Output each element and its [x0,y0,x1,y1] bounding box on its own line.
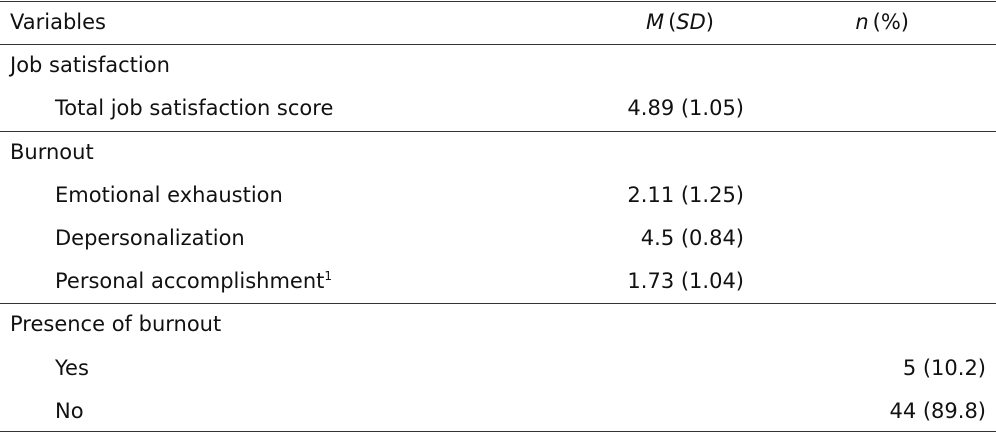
table-rule [0,431,996,432]
table-row: Job satisfaction [0,44,996,87]
header-part: ( [668,10,677,34]
mean-sd: 4.5 (0.84) [640,226,744,250]
footnote-mark: 1 [324,269,333,284]
header-part: ) [705,10,714,34]
section-title: Burnout [10,139,94,164]
table-row: Burnout [0,131,996,174]
header-cell: Variables [10,10,106,34]
header-part: M [645,10,665,34]
section-title: Job satisfaction [10,53,170,78]
row-label: Emotional exhaustion [55,182,283,207]
table-rule [0,44,996,46]
header-cell: M (SD) [646,1,714,44]
table-row: Total job satisfaction score 4.89 (1.05) [0,87,996,130]
header-part: (%) [872,10,909,34]
table-row: No 44 (89.8) [0,390,996,433]
header-part: SD [676,10,706,34]
row-label: No [55,398,84,423]
table-row: Variables M (SD) n (%) [0,1,996,44]
table-rule [0,1,996,2]
n-pct: 44 (89.8) [889,398,986,423]
mean-sd: 1.73 (1.04) [627,269,744,294]
table-row: Depersonalization 4.5 (0.84) [0,217,996,260]
header-part: n [855,10,869,34]
section-title: Presence of burnout [10,312,222,337]
mean-sd: 4.89 (1.05) [627,96,744,121]
table-rule [0,303,996,305]
header-cell: n (%) [855,1,909,44]
row-label: Personal accomplishment1 [55,269,333,294]
table-row: Emotional exhaustion 2.11 (1.25) [0,174,996,217]
n-pct: 5 (10.2) [902,355,986,380]
table-row: Personal accomplishment1 1.73 (1.04) [0,260,996,303]
table-row: Yes 5 (10.2) [0,347,996,390]
table-rule [0,130,996,132]
table-row: Presence of burnout [0,303,996,346]
row-label: Yes [55,355,89,380]
row-label: Depersonalization [55,226,245,250]
mean-sd: 2.11 (1.25) [627,182,744,207]
row-label: Total job satisfaction score [55,96,334,121]
